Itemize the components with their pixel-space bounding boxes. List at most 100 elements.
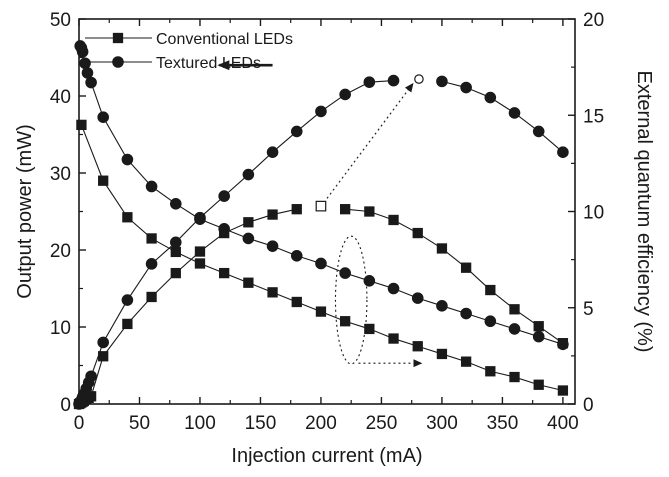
legend-marker <box>112 56 124 68</box>
data-point <box>387 74 400 87</box>
x-tick-label: 150 <box>245 413 277 434</box>
data-point <box>170 267 181 279</box>
data-point <box>460 262 472 273</box>
legend-entry-square: Conventional LEDs <box>85 31 293 48</box>
y-right-axis-title: External quantum efficiency (%) <box>633 71 655 353</box>
data-point <box>79 57 91 70</box>
data-point <box>242 168 255 181</box>
data-point <box>460 307 472 320</box>
x-tick-label: 0 <box>74 413 85 434</box>
x-tick-label: 250 <box>366 413 398 434</box>
data-point <box>557 146 569 159</box>
data-point <box>76 45 89 58</box>
data-point <box>219 267 230 279</box>
data-point <box>411 292 424 304</box>
x-ticks: 0 50 100 150 200 250 300 350 400 <box>74 19 579 434</box>
data-point <box>484 91 497 104</box>
data-point <box>243 217 254 228</box>
data-point <box>436 300 448 312</box>
y-left-tick-label: 20 <box>50 241 71 262</box>
data-point <box>242 232 255 245</box>
data-point <box>363 76 376 88</box>
data-point <box>97 111 109 123</box>
legend-entry-circle: Textured LEDs <box>85 55 261 72</box>
y-left-axis-title: Output power (mW) <box>14 124 36 298</box>
data-point <box>388 214 399 226</box>
y-left-tick-label: 50 <box>50 10 71 31</box>
data-point <box>557 338 569 351</box>
data-point <box>267 209 278 220</box>
data-point <box>509 304 520 315</box>
x-tick-label: 200 <box>305 413 337 434</box>
data-point <box>388 333 399 344</box>
data-point <box>170 246 181 258</box>
x-tick-label: 100 <box>184 413 216 434</box>
data-point <box>122 318 133 330</box>
data-point <box>98 175 109 186</box>
data-point <box>387 282 400 295</box>
series-line <box>345 208 564 344</box>
open-square-marker <box>315 200 327 212</box>
plot-series <box>73 40 569 410</box>
data-point <box>436 243 448 254</box>
data-point <box>146 291 157 303</box>
x-axis-title: Injection current (mA) <box>231 445 422 467</box>
data-point <box>266 146 279 159</box>
dotted-ellipse <box>334 235 368 365</box>
dotted-arrow-to-peak <box>326 82 414 199</box>
data-point <box>97 336 109 349</box>
data-point <box>412 341 423 352</box>
data-point <box>291 204 302 215</box>
data-point <box>436 75 448 88</box>
y-right-ticks: 0 5 10 15 20 <box>568 10 604 416</box>
data-point <box>412 227 423 239</box>
data-point <box>290 125 303 138</box>
data-point <box>485 366 496 377</box>
data-point <box>484 315 497 328</box>
data-point <box>339 267 351 279</box>
x-tick-label: 400 <box>547 413 579 434</box>
y-right-tick-label: 15 <box>583 106 604 127</box>
data-point <box>485 284 496 296</box>
data-point <box>194 258 206 269</box>
y-right-tick-label: 10 <box>583 203 604 224</box>
data-point <box>85 76 97 89</box>
y-left-ticks: 0 10 20 30 40 50 <box>50 10 86 416</box>
data-point <box>169 236 182 249</box>
data-point <box>460 356 472 367</box>
data-point <box>194 246 206 257</box>
data-point <box>532 330 545 343</box>
open-circle-marker <box>414 74 424 84</box>
data-point <box>315 105 327 118</box>
x-tick-label: 300 <box>426 413 458 434</box>
data-point <box>339 204 351 215</box>
legend-label: Textured LEDs <box>156 55 261 72</box>
series-line <box>80 124 564 392</box>
data-point <box>315 306 327 317</box>
plot-frame <box>78 18 576 405</box>
y-left-tick-label: 0 <box>60 395 71 416</box>
data-point <box>291 296 302 308</box>
annotations <box>217 60 424 368</box>
series-0-square-left <box>73 204 302 410</box>
data-point <box>364 206 375 217</box>
data-point <box>243 277 254 288</box>
data-point <box>76 119 87 131</box>
data-point <box>557 385 569 396</box>
series-line <box>78 208 297 405</box>
data-point <box>436 348 448 360</box>
data-point <box>533 321 544 332</box>
data-point <box>508 107 521 119</box>
series-4-circle-left <box>436 75 569 159</box>
y-left-tick-label: 10 <box>50 318 71 339</box>
y-right-tick-label: 0 <box>583 395 594 416</box>
data-point <box>364 323 375 335</box>
data-point <box>339 316 351 327</box>
data-point <box>315 257 327 270</box>
data-point <box>533 379 544 390</box>
legend: Conventional LEDs Textured LEDs <box>85 31 293 72</box>
y-left-tick-label: 40 <box>50 87 71 108</box>
series-line <box>78 80 394 405</box>
data-point <box>508 323 521 335</box>
y-left-tick-label: 30 <box>50 164 71 185</box>
